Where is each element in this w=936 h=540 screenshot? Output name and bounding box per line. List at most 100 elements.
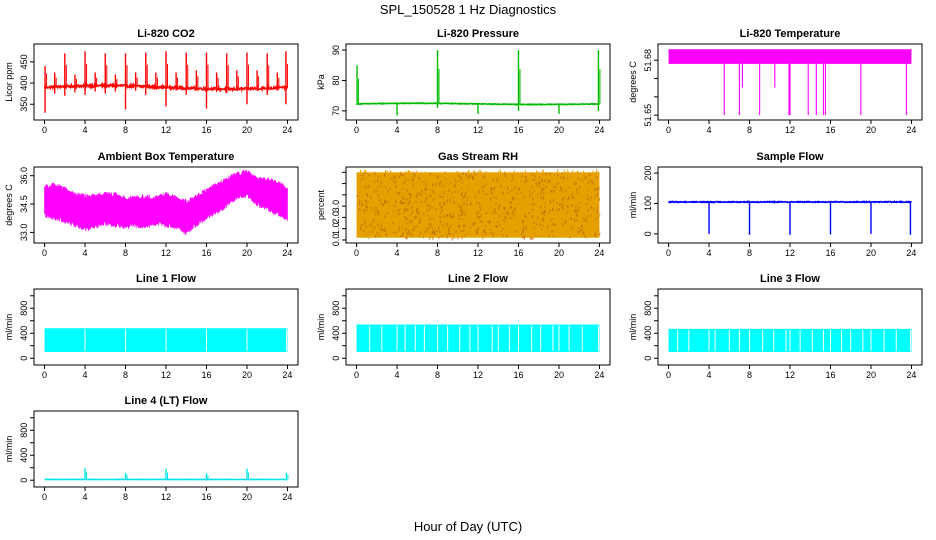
texture-dot — [472, 177, 474, 180]
texture-dot — [418, 176, 420, 179]
texture-dot — [409, 193, 411, 195]
texture-dot — [533, 226, 536, 229]
texture-dot — [479, 205, 481, 208]
texture-dot — [447, 232, 450, 235]
texture-dot — [449, 213, 452, 217]
texture-dot — [377, 223, 379, 227]
texture-dot — [563, 205, 565, 208]
texture-dot — [474, 229, 477, 232]
texture-dot — [361, 204, 363, 207]
y-tick-label: 0.0 — [331, 234, 341, 247]
texture-dot — [400, 173, 403, 176]
texture-dot — [570, 227, 572, 230]
texture-dot — [538, 181, 541, 185]
texture-dot — [449, 199, 451, 202]
texture-dot — [403, 198, 405, 200]
texture-dot — [441, 196, 444, 199]
texture-dot — [511, 211, 514, 215]
texture-dot — [365, 200, 368, 203]
texture-dot — [516, 204, 519, 206]
texture-dot — [585, 237, 588, 239]
texture-dot — [542, 195, 544, 199]
texture-dot — [383, 199, 386, 203]
texture-dot — [460, 205, 463, 208]
texture-dot — [452, 233, 454, 235]
panel-title: Li-820 CO2 — [137, 28, 194, 40]
texture-dot — [446, 200, 448, 203]
texture-dot — [395, 231, 397, 234]
texture-dot — [546, 225, 549, 229]
texture-dot — [516, 192, 518, 195]
y-tick-label: 3.0 — [331, 200, 341, 213]
texture-dot — [573, 181, 576, 184]
texture-dot — [426, 228, 429, 232]
y-tick-label: 0 — [643, 356, 653, 361]
texture-dot — [458, 218, 461, 221]
texture-dot — [463, 195, 466, 199]
y-tick-label: 800 — [19, 423, 29, 438]
x-tick-label: 24 — [594, 370, 604, 380]
texture-dot — [427, 214, 429, 217]
texture-dot — [496, 179, 498, 182]
texture-dot — [543, 214, 546, 217]
texture-dot — [365, 172, 368, 175]
texture-dot — [412, 176, 414, 178]
texture-dot — [382, 203, 384, 206]
texture-dot — [579, 186, 581, 189]
texture-dot — [541, 187, 543, 190]
y-axis: 0 400 800 — [331, 295, 346, 361]
texture-dot — [376, 231, 378, 235]
texture-dot — [591, 180, 593, 184]
texture-dot — [399, 199, 402, 203]
x-tick-label: 4 — [83, 248, 88, 258]
texture-dot — [443, 191, 445, 195]
texture-dot — [460, 230, 462, 232]
x-tick-label: 24 — [282, 125, 292, 135]
texture-dot — [549, 219, 552, 222]
texture-dot — [424, 230, 426, 234]
texture-dot — [438, 230, 441, 233]
texture-dot — [376, 186, 379, 188]
texture-dot — [531, 236, 533, 240]
texture-dot — [359, 225, 362, 228]
texture-dot — [488, 220, 490, 224]
texture-dot — [580, 178, 582, 181]
texture-dot — [474, 222, 476, 225]
texture-dot — [557, 182, 560, 185]
texture-dot — [359, 202, 361, 205]
y-axis-label: ml/min — [628, 192, 638, 219]
texture-dot — [510, 205, 513, 209]
texture-dot — [575, 206, 577, 209]
texture-dot — [475, 201, 478, 204]
x-tick-label: 16 — [825, 125, 835, 135]
x-axis: 0 4 8 12 16 20 24 — [42, 120, 292, 135]
texture-dot — [494, 207, 496, 211]
x-tick-label: 16 — [201, 125, 211, 135]
texture-dot — [425, 181, 428, 184]
texture-dot — [380, 224, 383, 228]
texture-dot — [590, 206, 593, 209]
texture-dot — [544, 201, 546, 204]
texture-dot — [597, 188, 599, 192]
texture-dot — [397, 209, 399, 212]
texture-dot — [575, 181, 577, 185]
texture-dot — [460, 213, 463, 217]
panel-gas-stream-rh: Gas Stream RH 0 4 8 12 16 20 24 0.01.02.03.0 perc… — [316, 151, 611, 258]
panel-title: Line 1 Flow — [136, 273, 196, 285]
texture-dot — [410, 219, 413, 223]
texture-dot — [425, 184, 427, 188]
x-tick-label: 8 — [123, 125, 128, 135]
texture-dot — [409, 197, 411, 199]
texture-dot — [419, 192, 421, 196]
texture-dot — [486, 220, 489, 223]
texture-dot — [576, 191, 579, 194]
texture-dot — [503, 207, 506, 210]
texture-dot — [559, 186, 562, 190]
texture-dot — [444, 178, 447, 180]
series-line-2-flow — [356, 324, 600, 352]
texture-dot — [449, 232, 451, 236]
texture-dot — [401, 187, 404, 190]
texture-dot — [439, 180, 441, 184]
texture-dot — [497, 177, 499, 180]
y-axis: 0.01.02.03.0 — [331, 171, 346, 247]
